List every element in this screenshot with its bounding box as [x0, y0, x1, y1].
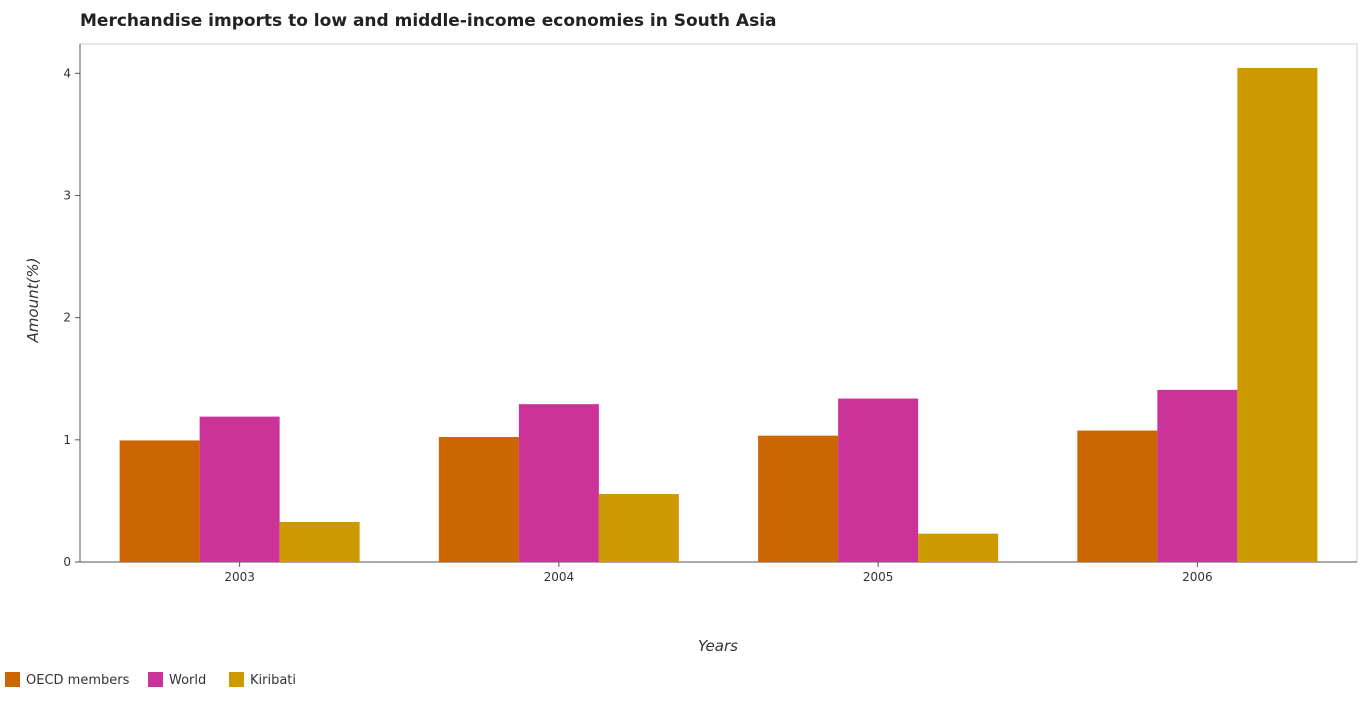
y-tick-label: 3 — [63, 188, 71, 202]
legend-swatch — [229, 672, 244, 687]
legend-label: Kiribati — [250, 673, 296, 688]
x-tick-label: 2006 — [1182, 570, 1213, 584]
bar-world-2006 — [1157, 389, 1238, 562]
bar-world-2003 — [199, 416, 280, 562]
bar-oecd-members-2006 — [1077, 430, 1158, 562]
legend-swatch — [148, 672, 163, 687]
bar-oecd-members-2004 — [438, 437, 519, 562]
y-tick-label: 4 — [63, 66, 71, 80]
y-tick-label: 0 — [63, 555, 71, 569]
y-tick-label: 1 — [63, 433, 71, 447]
bar-kiribati-2004 — [598, 494, 679, 562]
legend-label: OECD members — [26, 673, 130, 688]
bars — [119, 67, 1318, 562]
x-axis: 2003 2004 2005 2006 — [80, 561, 1357, 584]
bar-kiribati-2005 — [918, 533, 999, 562]
bar-world-2004 — [518, 404, 599, 562]
chart-title: Merchandise imports to low and middle-in… — [80, 11, 777, 31]
bar-world-2005 — [838, 398, 919, 562]
bar-kiribati-2006 — [1237, 67, 1318, 562]
legend-label: World — [169, 673, 206, 688]
y-axis-label: Amount(%) — [24, 258, 42, 344]
x-tick-label: 2005 — [863, 570, 894, 584]
bar-oecd-members-2003 — [119, 440, 200, 562]
y-tick-label: 2 — [63, 311, 71, 325]
bar-oecd-members-2005 — [758, 435, 839, 562]
bar-kiribati-2003 — [279, 521, 360, 562]
x-tick-label: 2003 — [224, 570, 255, 584]
legend-swatch — [5, 672, 20, 687]
x-axis-label: Years — [698, 637, 738, 655]
x-tick-label: 2004 — [544, 570, 575, 584]
legend: OECD members World Kiribati — [5, 672, 296, 688]
y-axis: 0 1 2 3 4 — [63, 44, 81, 569]
